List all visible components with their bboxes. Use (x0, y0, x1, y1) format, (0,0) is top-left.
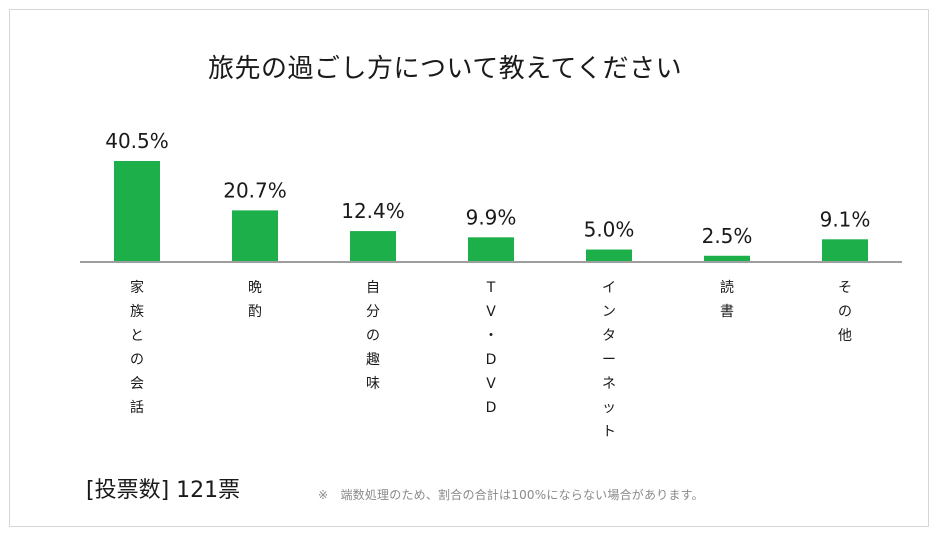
category-label: イ (602, 280, 616, 296)
category-label: 話 (130, 399, 144, 416)
category-label: 味 (366, 376, 380, 392)
category-label: 分 (366, 304, 380, 320)
bar (822, 239, 868, 262)
data-label: 40.5% (105, 129, 169, 153)
bar (468, 237, 514, 262)
category-label: 読 (720, 279, 734, 296)
category-label: V (486, 376, 496, 392)
bar (114, 161, 160, 262)
category-label: の (838, 304, 852, 320)
category-label: の (130, 352, 144, 368)
category-label: D (486, 352, 497, 368)
category-label: タ (602, 328, 616, 344)
category-label: と (130, 328, 144, 344)
chart-title: 旅先の過ごし方について教えてください (208, 54, 683, 84)
chart-frame (9, 9, 929, 527)
data-label: 5.0% (584, 218, 635, 242)
category-label: ン (602, 304, 616, 320)
vote-count: [投票数] 121票 (86, 478, 241, 503)
bar (586, 249, 632, 262)
category-label: そ (838, 280, 852, 296)
category-label: 会 (130, 376, 144, 392)
category-label: 族 (130, 304, 144, 320)
category-label: 家 (130, 279, 144, 296)
data-label: 20.7% (223, 178, 287, 202)
category-label: の (366, 328, 380, 344)
category-label: ト (602, 424, 616, 440)
category-label: 酌 (248, 304, 262, 320)
category-label: ・ (484, 328, 498, 344)
category-label: V (486, 304, 496, 320)
data-label: 2.5% (702, 224, 753, 248)
category-label: 自 (366, 280, 380, 296)
category-label: D (486, 400, 497, 416)
category-label: ッ (602, 400, 616, 416)
bar (704, 255, 750, 262)
category-label: 他 (838, 328, 852, 344)
category-label: 趣 (366, 352, 380, 368)
category-label: T (486, 280, 496, 296)
data-label: 9.9% (466, 205, 517, 229)
category-label: ー (602, 352, 616, 368)
bar (350, 231, 396, 262)
data-label: 12.4% (341, 199, 405, 223)
category-label: 晩 (248, 280, 262, 296)
category-label: 書 (720, 304, 734, 320)
bar (232, 210, 278, 262)
rounding-note: ※ 端数処理のため、割合の合計は100%にならない場合があります。 (318, 488, 704, 502)
category-label: ネ (602, 376, 616, 392)
data-label: 9.1% (820, 207, 871, 231)
